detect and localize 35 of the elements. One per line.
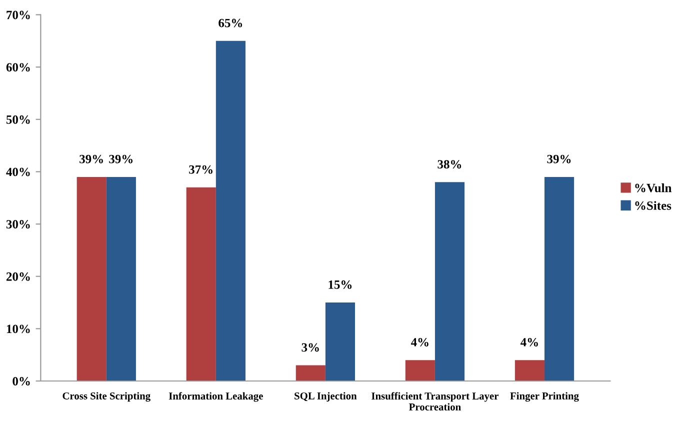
data-label: 39% [80,154,103,164]
bar [216,40,246,382]
data-label: 15% [328,280,352,289]
data-label: 4% [520,338,538,346]
data-label: 3% [302,343,319,352]
data-label: 39% [547,154,571,164]
y-tick-label: 70% [6,10,30,20]
y-tick-label: 30% [6,220,30,229]
x-tick-label: Finger Printing [510,392,579,402]
y-tick-label: 60% [6,63,30,72]
data-label: 4% [410,338,428,346]
y-tick-label: 50% [6,115,30,124]
x-tick-label: Insufficient Transport Layer Procreation [372,392,498,410]
y-tick-label: 10% [6,324,30,334]
data-label: 38% [438,160,462,169]
bar [514,360,544,382]
x-tick-label: SQL Injection [294,392,357,402]
x-tick-label: Cross Site Scripting [62,392,150,402]
y-tick-label: 40% [6,168,30,176]
bar [106,176,136,382]
bar [405,360,435,382]
legend-label: %Vuln [635,183,672,192]
bar [186,187,216,382]
data-label: 37% [189,165,212,174]
bar [296,365,326,382]
y-tick-label: 20% [6,272,30,281]
y-tick-label: 0% [12,377,30,386]
bar [434,182,465,382]
bar [544,176,574,382]
legend-label: %Sites [635,201,672,210]
bar [325,302,356,382]
bar [76,176,106,382]
x-tick-label: Information Leakage [168,392,263,402]
data-label: 39% [109,154,133,164]
data-label: 65% [218,18,242,28]
